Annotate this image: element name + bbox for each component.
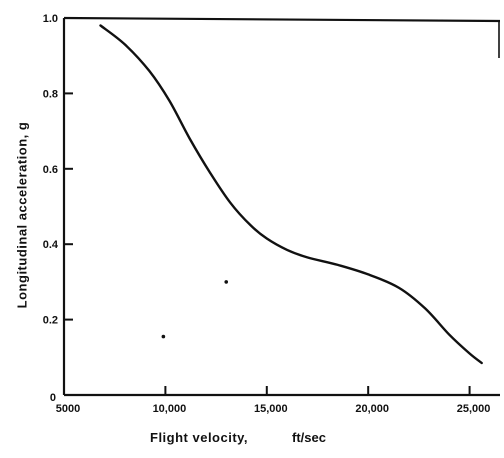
x-tick-label: 5000 xyxy=(56,403,80,415)
y-tick-label: 0.6 xyxy=(43,164,58,176)
top-border-line xyxy=(63,16,501,23)
axes xyxy=(62,16,501,397)
y-tick-label: 1.0 xyxy=(43,13,58,25)
x-tick-label: 10,000 xyxy=(153,403,187,415)
y-axis-label: Longitudinal acceleration, g xyxy=(14,121,30,309)
y-tick-label: 0.2 xyxy=(43,315,58,327)
x-axis-unit: ft/sec xyxy=(292,430,326,445)
stray-dot xyxy=(224,280,229,284)
x-tick-label: 20,000 xyxy=(355,403,389,415)
x-tick-label: 15,000 xyxy=(254,403,288,415)
x-tick-label: 25,000 xyxy=(457,403,491,415)
origin-label: 0 xyxy=(50,392,56,404)
series-line xyxy=(99,24,483,365)
y-tick-label: 0.4 xyxy=(43,239,59,251)
y-tick-label: 0.8 xyxy=(43,88,58,100)
series xyxy=(99,24,483,365)
stray-marks xyxy=(161,280,229,339)
stray-dot xyxy=(161,334,166,339)
x-axis-label: Flight velocity, xyxy=(150,430,249,445)
